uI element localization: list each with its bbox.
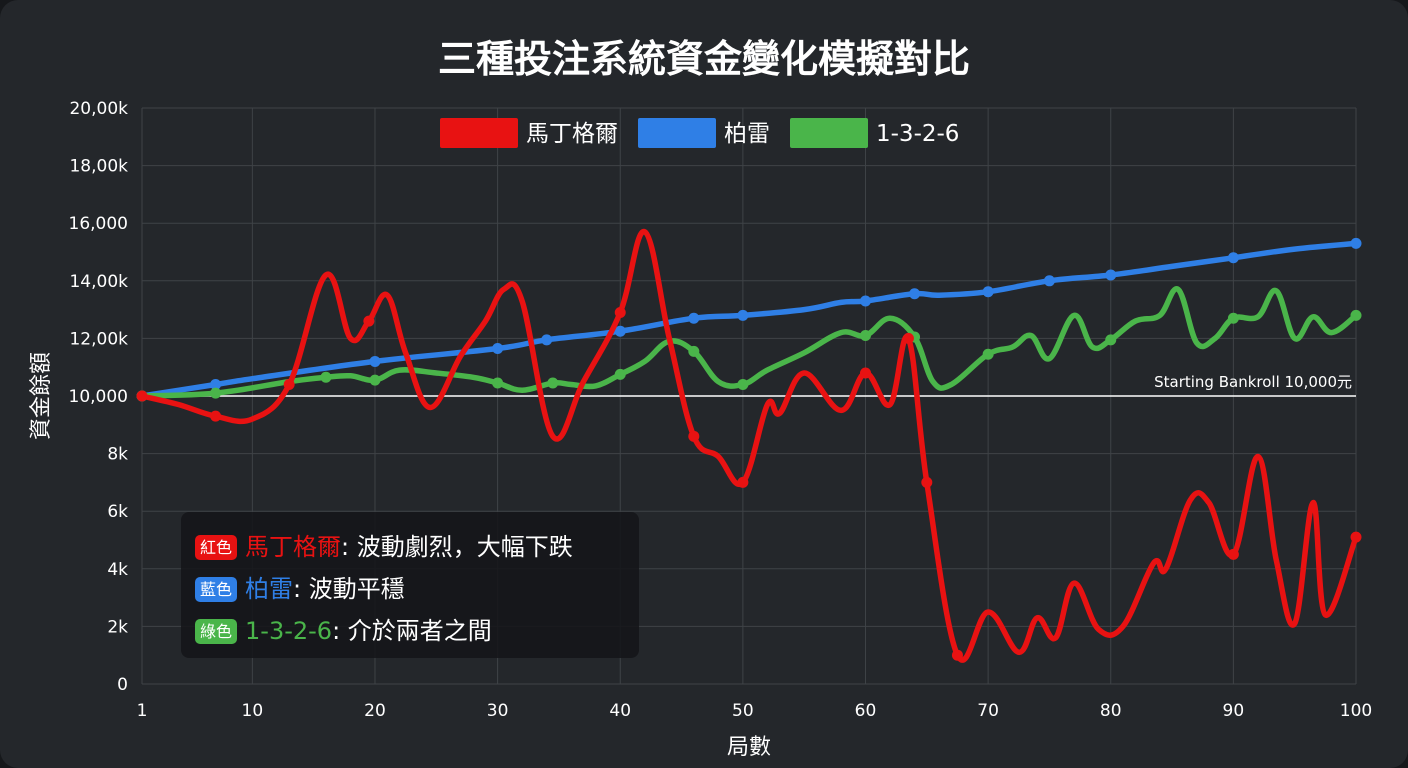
data-point [909, 288, 921, 300]
x-tick-label: 90 [1223, 701, 1245, 721]
data-point [688, 312, 700, 324]
y-tick-label: 12,00k [69, 329, 128, 349]
y-tick-label: 8k [107, 445, 128, 465]
data-point [492, 342, 504, 354]
note-desc-paroli: : 波動平穩 [293, 575, 405, 603]
data-point [859, 295, 871, 307]
note-name-paroli: 柏雷 [245, 575, 294, 603]
data-point [614, 306, 626, 318]
y-tick-label: 4k [107, 560, 128, 580]
data-point [688, 345, 700, 357]
series-line [139, 229, 1359, 663]
data-point [688, 430, 700, 442]
legend-swatch [790, 118, 868, 148]
x-tick-label: 10 [242, 701, 264, 721]
legend-swatch [638, 118, 716, 148]
x-tick-label: 60 [855, 701, 877, 721]
series-layer [136, 229, 1362, 663]
y-axis-title: 資金餘額 [29, 352, 54, 440]
data-point [982, 348, 994, 360]
data-point [737, 476, 749, 488]
note-row-paroli: 藍色 柏雷 : 波動平穩 [195, 568, 639, 610]
annotation-box: 紅色 馬丁格爾 : 波動劇烈，大幅下跌 藍色 柏雷 : 波動平穩 綠色 1-3-… [181, 512, 639, 658]
x-tick-label: 80 [1100, 701, 1122, 721]
note-name-martingale: 馬丁格爾 [245, 533, 342, 561]
data-point [982, 286, 994, 298]
data-point [210, 387, 222, 399]
x-tick-label: 20 [364, 701, 386, 721]
data-point [737, 378, 749, 390]
y-tick-label: 6k [107, 502, 128, 522]
x-tick-label: 1 [137, 701, 148, 721]
data-point [283, 378, 295, 390]
data-point [136, 390, 148, 402]
legend: 馬丁格爾 柏雷 1-3-2-6 [440, 118, 959, 148]
y-tick-label: 14,00k [69, 272, 128, 292]
data-point [859, 330, 871, 342]
note-row-martingale: 紅色 馬丁格爾 : 波動劇烈，大幅下跌 [195, 526, 639, 568]
axis-layer: 0 2k 4k 6k 8k 10,000 12,00k 14,00k 16,000 18,00k 2… [69, 99, 1373, 721]
data-point [1227, 252, 1239, 264]
data-point [921, 476, 933, 488]
data-point [951, 649, 963, 661]
y-tick-label: 0 [117, 675, 128, 695]
x-tick-label: 100 [1340, 701, 1372, 721]
data-point [1227, 312, 1239, 324]
y-tick-label: 10,000 [69, 387, 128, 407]
series-1 [136, 237, 1362, 402]
data-point [1105, 269, 1117, 281]
data-point [1350, 237, 1362, 249]
data-point [902, 332, 914, 344]
note-badge-red: 紅色 [195, 534, 238, 560]
x-tick-label: 40 [609, 701, 631, 721]
data-point [1043, 275, 1055, 287]
y-tick-label: 18,00k [69, 157, 128, 177]
data-point [1105, 334, 1117, 346]
legend-label: 馬丁格爾 [526, 121, 618, 147]
note-name-1326: 1-3-2-6 [245, 617, 333, 645]
y-tick-label: 20,00k [69, 99, 128, 119]
reference-layer: Starting Bankroll 10,000元 [142, 373, 1356, 397]
data-point [210, 410, 222, 422]
y-tick-label: 16,000 [69, 214, 128, 234]
note-row-1326: 綠色 1-3-2-6 : 介於兩者之間 [195, 610, 639, 652]
data-point [369, 355, 381, 367]
data-point [541, 334, 553, 346]
note-badge-green: 綠色 [195, 618, 238, 644]
data-point [363, 315, 375, 327]
data-point [547, 377, 559, 389]
data-point [1227, 548, 1239, 560]
x-tick-label: 70 [977, 701, 999, 721]
data-point [492, 377, 504, 389]
data-point [210, 378, 222, 390]
data-point [614, 368, 626, 380]
legend-label: 柏雷 [724, 121, 770, 147]
data-point [859, 367, 871, 379]
data-point [1350, 309, 1362, 321]
note-badge-blue: 藍色 [195, 576, 238, 602]
legend-swatch [440, 118, 518, 148]
x-tick-label: 30 [487, 701, 509, 721]
reference-line-label: Starting Bankroll 10,000元 [1154, 373, 1352, 391]
note-desc-1326: : 介於兩者之間 [332, 617, 492, 645]
data-point [737, 309, 749, 321]
data-point [614, 325, 626, 337]
x-axis-title: 局數 [727, 735, 771, 760]
data-point [369, 374, 381, 386]
data-point [320, 371, 332, 383]
series-2 [136, 286, 1362, 402]
chart-title: 三種投注系統資金變化模擬對比 [438, 37, 970, 81]
x-tick-label: 50 [732, 701, 754, 721]
data-point [1350, 531, 1362, 543]
series-0 [136, 229, 1362, 663]
y-tick-label: 2k [107, 617, 128, 637]
legend-label: 1-3-2-6 [876, 121, 959, 147]
note-desc-martingale: : 波動劇烈，大幅下跌 [341, 533, 573, 561]
